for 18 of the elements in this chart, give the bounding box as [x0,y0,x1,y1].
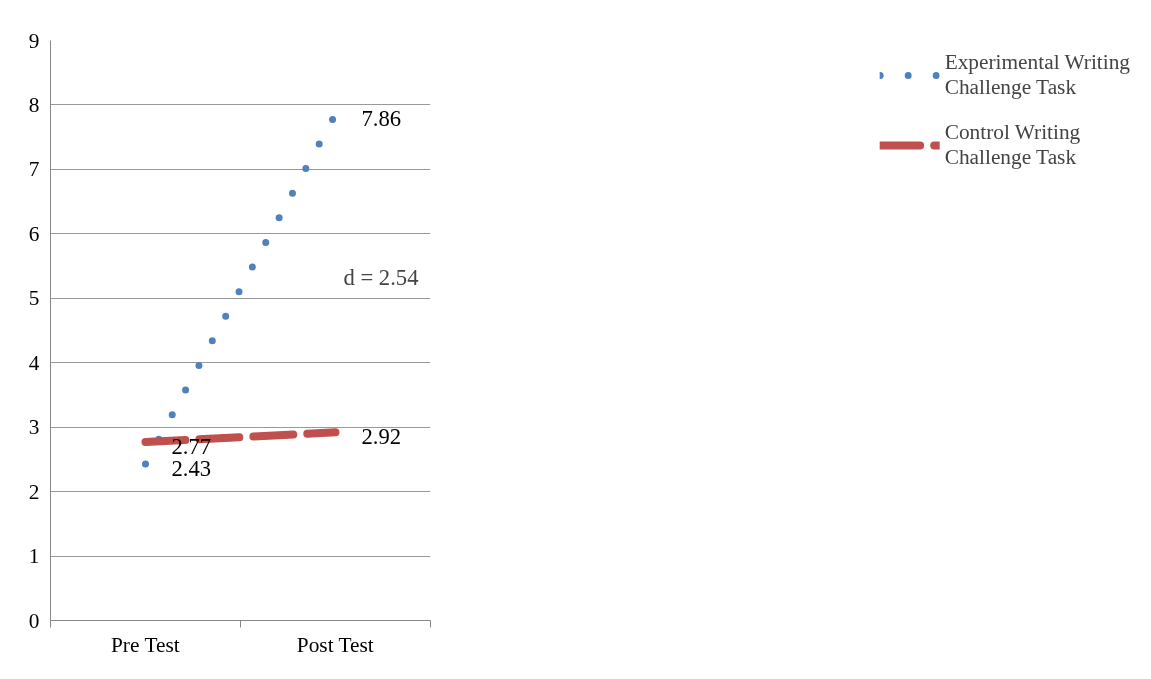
x-tick-label: Post Test [296,632,374,657]
annotation: d = 2.54 [343,264,419,290]
y-tick-label: 9 [28,28,40,53]
data-label: 2.92 [361,424,402,450]
y-tick-label: 8 [28,92,40,117]
y-tick-label: 3 [28,415,40,440]
x-tick-label: Pre Test [111,632,180,657]
y-tick-label: 6 [28,221,40,246]
y-tick-label: 4 [28,350,40,375]
legend-label: Control Writing Challenge Task [944,120,1081,170]
y-tick-label: 1 [28,544,40,569]
legend-label: Experimental Writing Challenge Task [944,50,1130,100]
data-label: 2.43 [171,455,212,481]
y-tick-label: 0 [28,608,40,633]
y-tick-label: 2 [28,479,40,504]
y-tick-label: 5 [28,286,40,311]
data-label: 7.86 [361,105,402,131]
y-tick-label: 7 [28,157,40,182]
